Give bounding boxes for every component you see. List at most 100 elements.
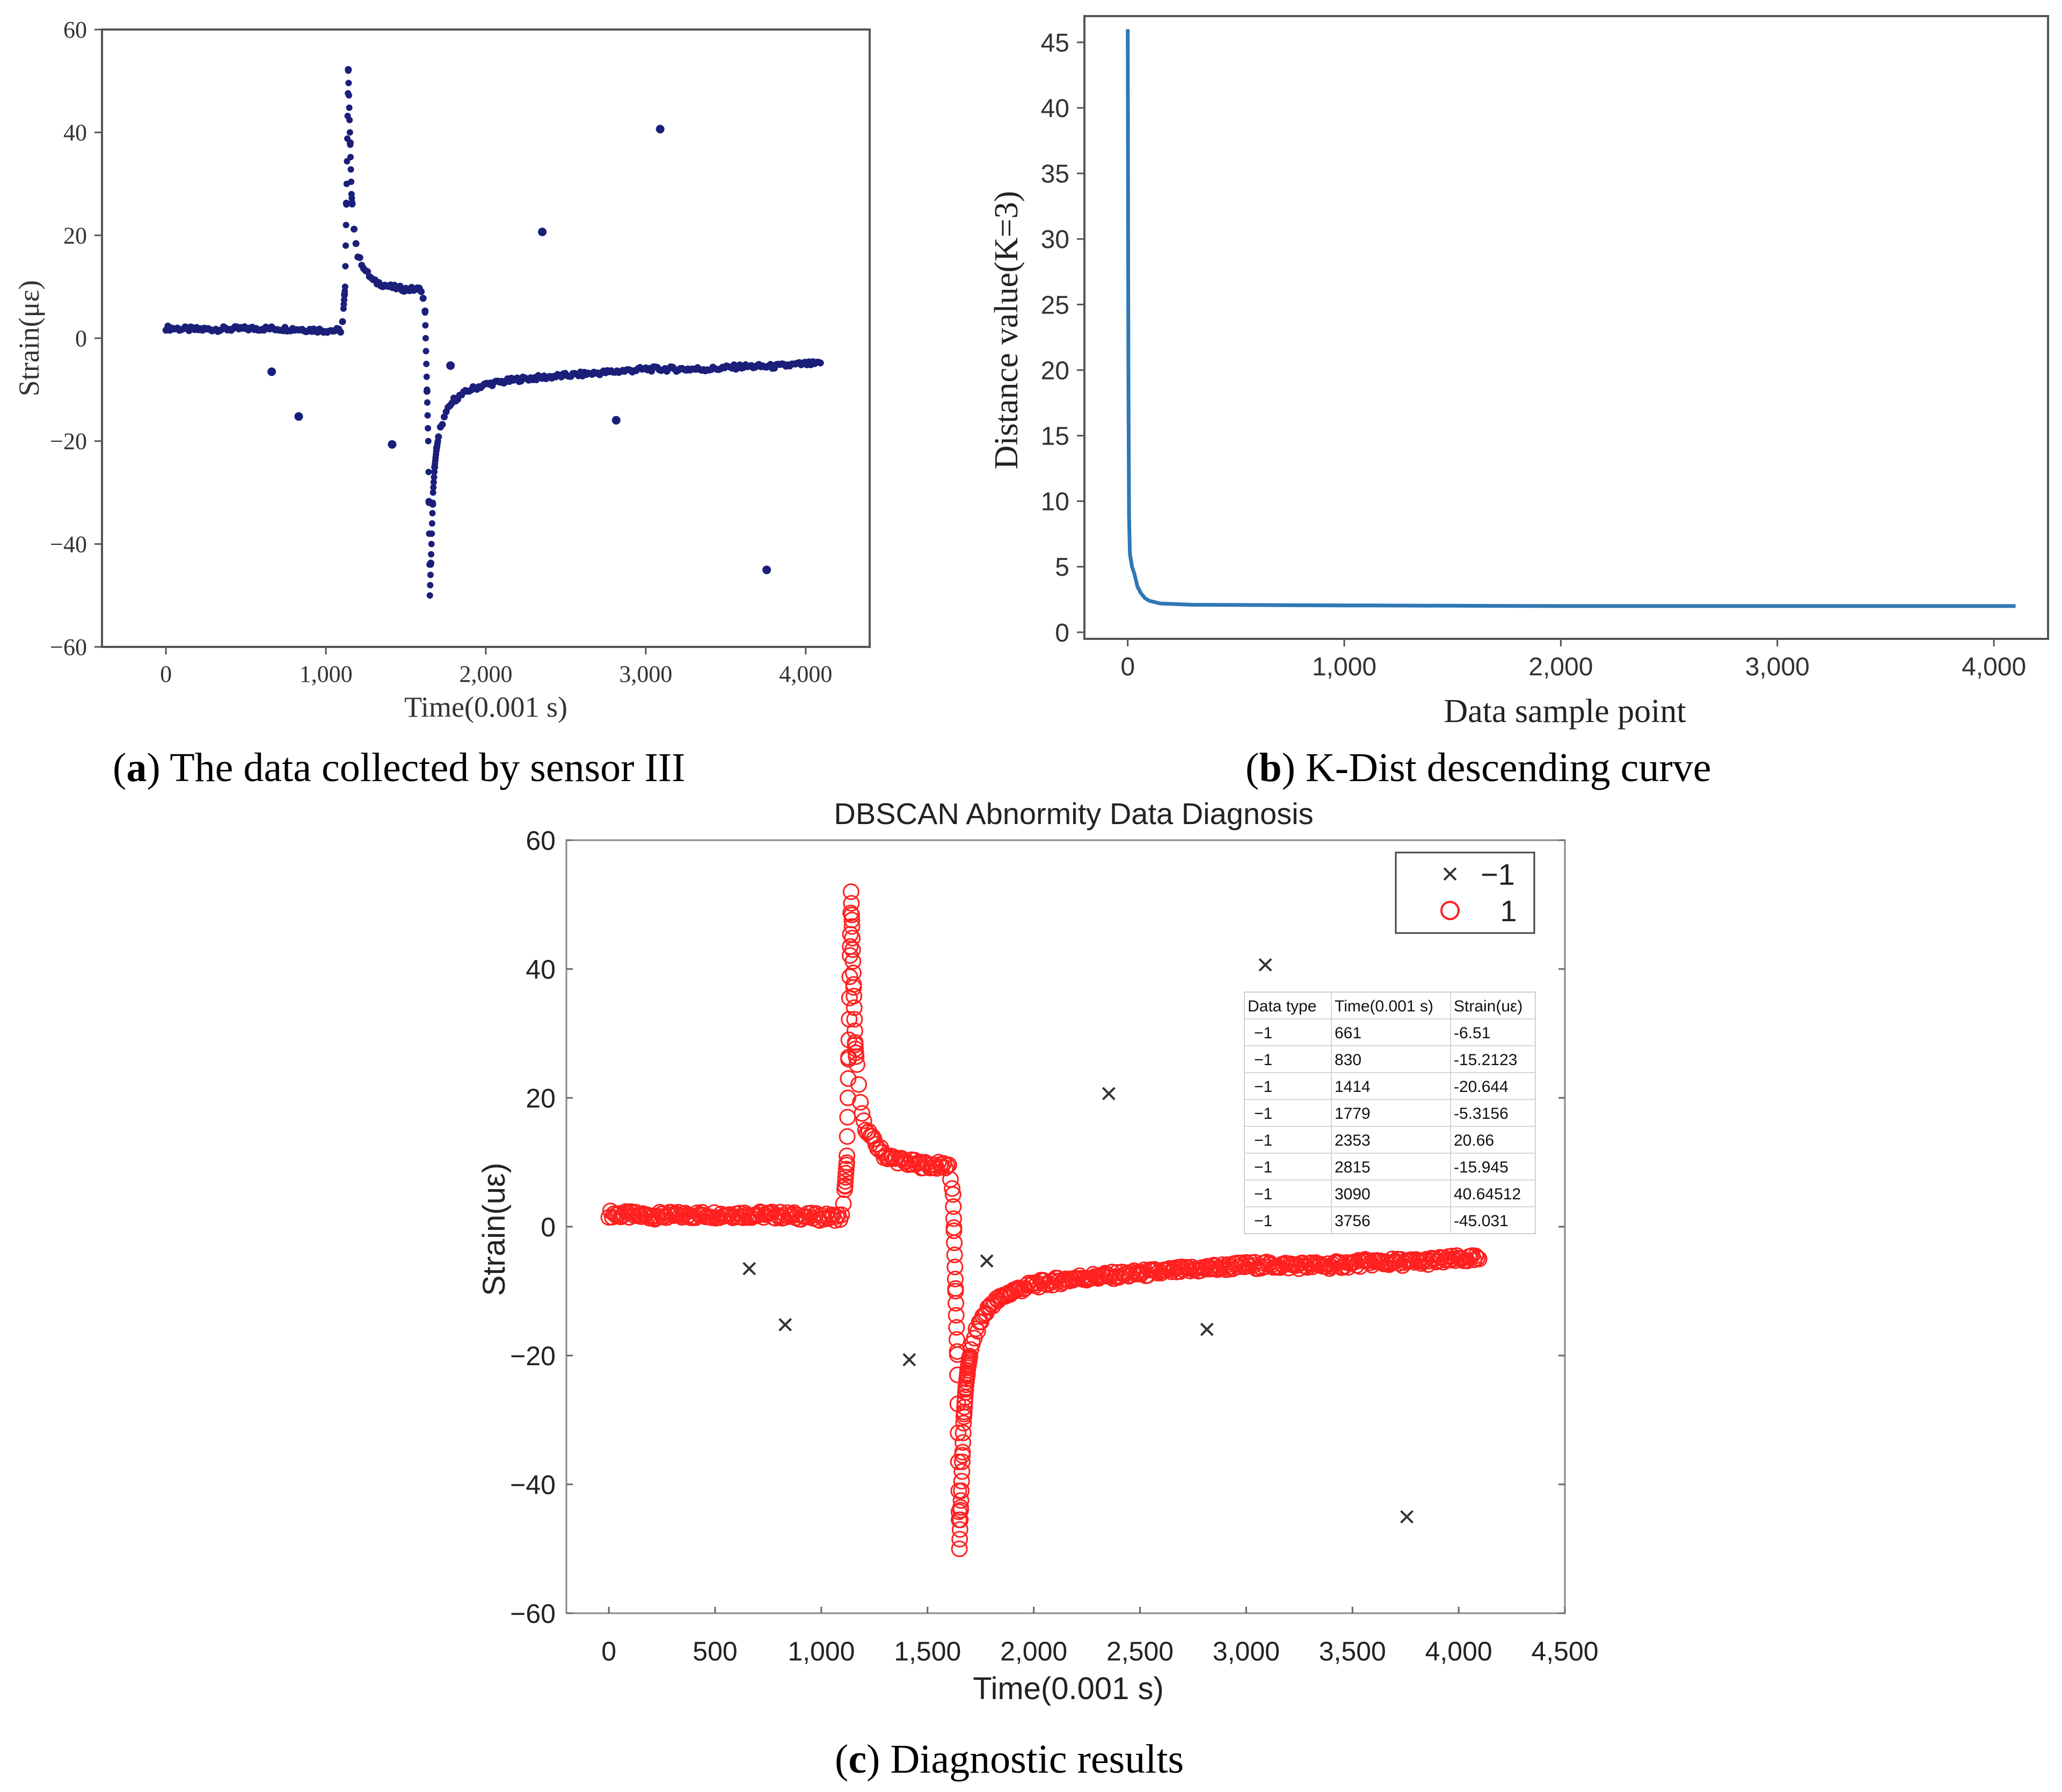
panel-a-point [348,199,355,206]
caption-a-text: The data collected by sensor III [161,745,686,790]
outlier-table-cell: -15.945 [1454,1159,1509,1176]
panel-a-point [346,116,353,123]
panel-c-normal-point [937,1160,954,1177]
panel-c-normal-point [952,1492,970,1509]
panel-a-point [428,530,435,537]
panel-c-normal-point [844,929,861,946]
panel-a-point [427,561,434,568]
panel-b-xtick-label: 3,000 [1745,653,1810,681]
panel-c-normal-point [954,1444,971,1461]
panel-b-xtick-label: 2,000 [1528,653,1593,681]
panel-a-point [418,288,425,295]
outlier-table-cell: 3756 [1335,1212,1371,1230]
panel-a-point [346,104,353,111]
panel-a-point [352,240,360,247]
panel-a-point [429,499,436,506]
outlier-table-cell: -45.031 [1454,1212,1509,1230]
panel-c-xtick-label: 2,000 [1000,1636,1067,1666]
outlier-table-cell: −1 [1254,1185,1272,1203]
panel-a-xtick-label: 1,000 [300,661,353,687]
panel-a-point [439,421,446,428]
panel-c-outlier-marker [778,1318,792,1331]
panel-a-point [425,438,432,445]
panel-b-kdist-line [1126,29,2016,608]
panel-b-ytick-label: 5 [1055,553,1069,582]
outlier-table-cell: −1 [1254,1132,1272,1149]
panel-a-point [428,520,435,527]
panel-a-frame [101,28,871,648]
panel-a-point [422,335,429,341]
panel-c-normal-point [1470,1250,1488,1267]
panel-c-normal-point [946,1258,964,1276]
outlier-table: Data type Time(0.001 s) Strain(uε) −1 661 -6.… [1244,992,1536,1234]
panel-c-xtick-label: 3,500 [1319,1636,1386,1666]
caption-b: (b) K-Dist descending curve [1245,745,1711,790]
panel-a-point [430,479,437,486]
panel-c-normal-point [953,1482,970,1499]
panel-a-point [434,438,441,445]
panel-a-ytick-label: 60 [63,17,87,43]
panel-c-normal-point [953,1463,971,1480]
outlier-table-cell: −1 [1254,1024,1272,1042]
panel-c-normal-point [951,1521,968,1538]
panel-a-point [347,141,354,148]
panel-c-normal-point [957,1384,974,1401]
panel-a-outlier-point [762,565,771,574]
panel-c-normal-point [843,906,860,923]
panel-c-normal-point [945,1210,962,1227]
panel-c-normal-point [1360,1252,1377,1269]
outlier-table-cell: -15.2123 [1454,1051,1517,1069]
panel-a-chart: 0 1,000 2,000 3,000 4,000 60 40 20 0 −20 −40 −60 Ti… [13,17,871,723]
panel-c-normal-point [839,1128,856,1145]
panel-a-point [425,469,432,476]
panel-b-ytick-label: 15 [1041,422,1069,450]
panel-a-point [337,329,344,336]
panel-a-point [347,166,354,173]
panel-a-outlier-point [446,361,455,370]
panel-c-normal-point [955,1424,972,1441]
caption-c: (c) Diagnostic results [835,1737,1184,1782]
panel-c-normal-point [845,976,862,993]
caption-a: (a) The data collected by sensor III [113,745,685,790]
panel-a-point [345,79,352,86]
panel-a-point [342,263,349,269]
outlier-table-cell: −1 [1254,1212,1272,1230]
panel-b-ylabel: Distance value(K=3) [988,191,1025,470]
panel-c-normal-point [838,1156,855,1174]
panel-a-point [419,295,427,302]
panel-c-normal-point [846,987,863,1004]
panel-c-outlier-marker [1400,1510,1413,1524]
panel-c-normal-point [846,999,863,1016]
panel-c-xtick-label: 2,500 [1106,1636,1174,1666]
panel-a-point [422,322,429,329]
panel-c-normal-point [842,883,859,900]
outlier-table-cell: 1779 [1335,1105,1371,1123]
panel-c-normal-point [944,1186,961,1203]
panel-a-outlier-point [611,416,621,425]
panel-c-title: DBSCAN Abnormity Data Diagnosis [834,797,1313,831]
panel-c-normal-point [945,1222,963,1239]
panel-b-xtick-label: 4,000 [1962,653,2026,681]
panel-c-outlier-marker [1102,1087,1116,1101]
panel-c-outlier-marker [1258,958,1272,972]
panel-b-ytick-label: 30 [1041,225,1069,254]
panel-a-outlier-point [388,440,397,449]
panel-a-xlabel: Time(0.001 s) [404,691,567,723]
panel-c-normal-point [927,1156,944,1174]
outlier-table-cell: 40.64512 [1454,1185,1521,1203]
panel-c-normal-point [833,1206,850,1223]
outlier-table-cell: 661 [1335,1024,1361,1042]
outlier-table-cell: −1 [1254,1159,1272,1176]
panel-a-point [343,222,349,229]
legend-normal-marker [1440,901,1460,920]
panel-a-point [343,201,350,208]
outlier-table-cell: 830 [1335,1051,1361,1069]
panel-c-ytick-label: −60 [510,1599,556,1629]
panel-a-outlier-point [538,228,547,237]
panel-c-normal-point [952,1502,970,1519]
panel-a-point [345,92,352,99]
panel-c-normal-point [948,1307,965,1324]
panel-a-point [428,541,435,548]
panel-c-outlier-marker [902,1353,916,1367]
panel-c-normal-point [948,1331,965,1348]
